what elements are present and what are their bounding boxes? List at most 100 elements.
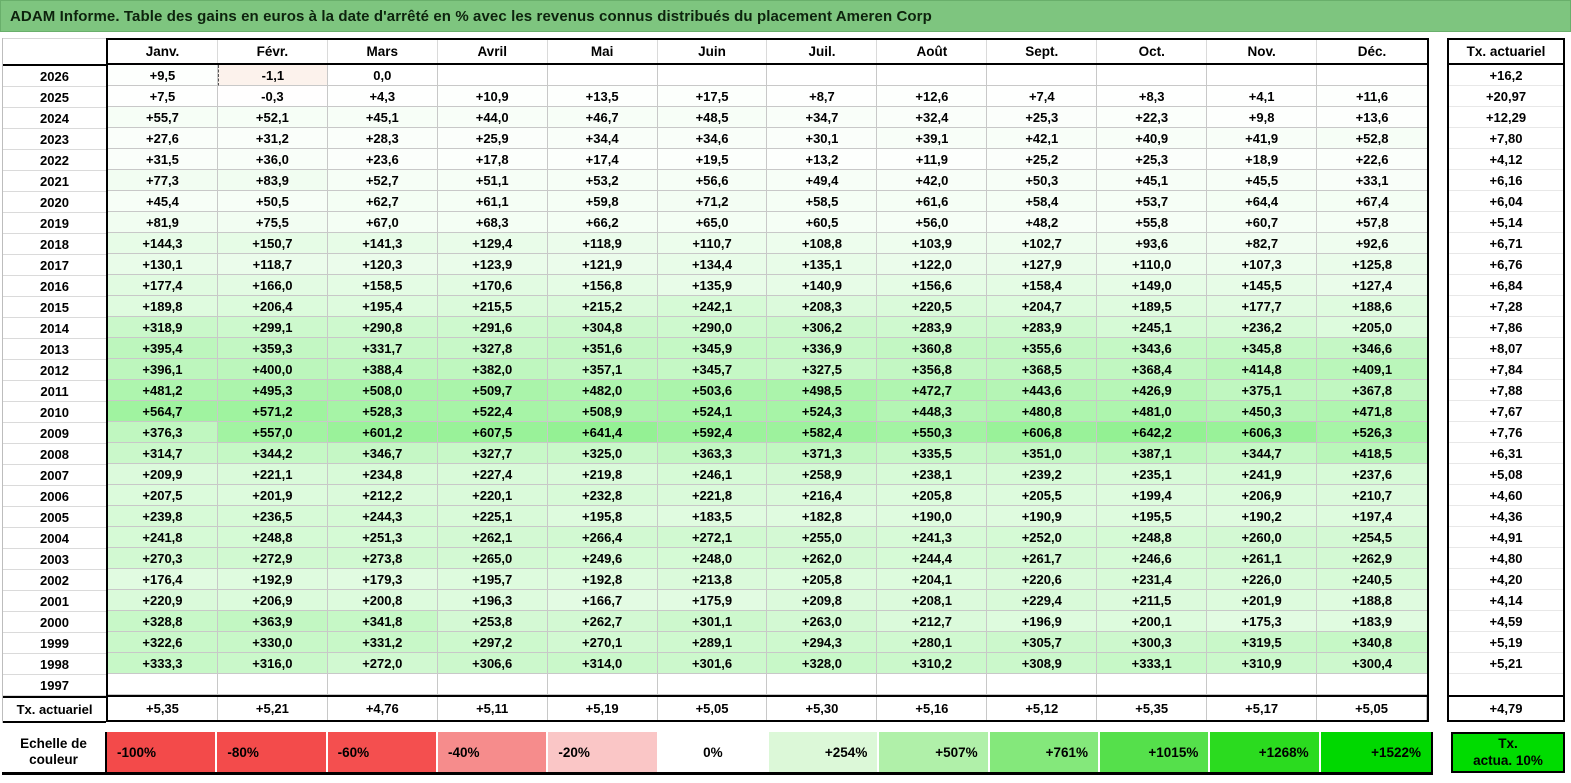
tx-actuariel-value[interactable]: +8,07 — [1449, 338, 1563, 359]
gain-cell[interactable]: -0,3 — [217, 86, 328, 107]
footer-rate-cell[interactable]: +5,35 — [1097, 697, 1208, 720]
gain-cell[interactable]: +53,2 — [547, 170, 658, 191]
gain-cell[interactable]: +205,8 — [877, 485, 988, 506]
gain-cell[interactable]: +27,6 — [108, 128, 218, 149]
gain-cell[interactable]: +18,9 — [1207, 149, 1318, 170]
gain-cell[interactable]: +190,0 — [877, 506, 988, 527]
gain-cell[interactable]: +351,0 — [987, 443, 1098, 464]
row-year-label[interactable]: 2022 — [3, 150, 106, 171]
gain-cell[interactable]: +149,0 — [1097, 275, 1208, 296]
gain-cell[interactable]: +244,3 — [327, 506, 438, 527]
gain-cell[interactable]: +66,2 — [547, 212, 658, 233]
gain-cell[interactable]: +236,2 — [1207, 317, 1318, 338]
row-year-label[interactable]: 2015 — [3, 297, 106, 318]
gain-cell[interactable]: +319,5 — [1207, 632, 1318, 653]
gain-cell[interactable]: +448,3 — [877, 401, 988, 422]
gain-cell[interactable]: +201,9 — [1207, 590, 1318, 611]
gain-cell[interactable]: +13,6 — [1317, 107, 1427, 128]
tx-actuariel-value[interactable] — [1449, 674, 1563, 695]
gain-cell[interactable]: +118,9 — [547, 233, 658, 254]
gain-cell[interactable]: +140,9 — [767, 275, 878, 296]
gain-cell[interactable]: +253,8 — [437, 611, 548, 632]
gain-cell[interactable]: +245,1 — [1097, 317, 1208, 338]
gain-cell[interactable]: +238,1 — [877, 464, 988, 485]
gain-cell[interactable]: +23,6 — [327, 149, 438, 170]
gain-cell[interactable]: +294,3 — [767, 632, 878, 653]
gain-cell[interactable]: +188,6 — [1317, 296, 1427, 317]
gain-cell[interactable]: +557,0 — [217, 422, 328, 443]
gain-cell[interactable]: +120,3 — [327, 254, 438, 275]
gain-cell[interactable]: +110,0 — [1097, 254, 1208, 275]
row-year-label[interactable]: 2002 — [3, 570, 106, 591]
tx-actuariel-value[interactable]: +4,12 — [1449, 149, 1563, 170]
gain-cell[interactable]: +526,3 — [1317, 422, 1427, 443]
gain-cell[interactable]: +331,2 — [327, 632, 438, 653]
gain-cell[interactable]: +175,9 — [657, 590, 768, 611]
row-year-label[interactable]: 2004 — [3, 528, 106, 549]
gain-cell[interactable]: +592,4 — [657, 422, 768, 443]
footer-rate-cell[interactable]: +5,21 — [217, 697, 328, 720]
gain-cell[interactable] — [108, 674, 218, 695]
gain-cell[interactable]: +48,5 — [657, 107, 768, 128]
gain-cell[interactable]: +375,1 — [1207, 380, 1318, 401]
gain-cell[interactable]: +344,2 — [217, 443, 328, 464]
legend-cell[interactable]: -100% — [107, 732, 218, 772]
gain-cell[interactable]: +262,1 — [437, 527, 548, 548]
month-header[interactable]: Juin — [658, 40, 768, 63]
gain-cell[interactable]: +376,3 — [108, 422, 218, 443]
footer-rate-cell[interactable]: +5,35 — [108, 697, 218, 720]
gain-cell[interactable]: +301,1 — [657, 611, 768, 632]
gain-cell[interactable]: +196,3 — [437, 590, 548, 611]
legend-cell[interactable]: +761% — [989, 732, 1100, 772]
tx-actuariel-value[interactable]: +6,84 — [1449, 275, 1563, 296]
footer-rate-cell[interactable]: +5,16 — [877, 697, 988, 720]
gain-cell[interactable]: +13,2 — [767, 149, 878, 170]
gain-cell[interactable]: +64,4 — [1207, 191, 1318, 212]
gain-cell[interactable]: +197,4 — [1317, 506, 1427, 527]
gain-cell[interactable]: +206,9 — [1207, 485, 1318, 506]
gain-cell[interactable]: +175,3 — [1207, 611, 1318, 632]
gain-cell[interactable]: 0,0 — [327, 65, 438, 86]
gain-cell[interactable]: +221,8 — [657, 485, 768, 506]
gain-cell[interactable]: +351,6 — [547, 338, 658, 359]
gain-cell[interactable]: +166,7 — [547, 590, 658, 611]
gain-cell[interactable]: +327,8 — [437, 338, 548, 359]
gain-cell[interactable]: +110,7 — [657, 233, 768, 254]
row-year-label[interactable]: 2007 — [3, 465, 106, 486]
gain-cell[interactable]: +210,7 — [1317, 485, 1427, 506]
gain-cell[interactable]: +219,8 — [547, 464, 658, 485]
gain-cell[interactable]: +641,4 — [547, 422, 658, 443]
gain-cell[interactable]: +508,0 — [327, 380, 438, 401]
gain-cell[interactable]: +82,7 — [1207, 233, 1318, 254]
gain-cell[interactable]: +606,8 — [987, 422, 1098, 443]
gain-cell[interactable]: +304,8 — [547, 317, 658, 338]
gain-cell[interactable]: +81,9 — [108, 212, 218, 233]
gain-cell[interactable]: +495,3 — [217, 380, 328, 401]
gain-cell[interactable]: +266,4 — [547, 527, 658, 548]
legend-cell[interactable]: -20% — [548, 732, 659, 772]
tx-actuariel-value[interactable]: +4,36 — [1449, 506, 1563, 527]
gain-cell[interactable]: +49,4 — [767, 170, 878, 191]
row-year-label[interactable]: 2025 — [3, 87, 106, 108]
gain-cell[interactable]: +52,8 — [1317, 128, 1427, 149]
gain-cell[interactable]: +189,5 — [1097, 296, 1208, 317]
gain-cell[interactable]: +360,8 — [877, 338, 988, 359]
gain-cell[interactable]: +343,6 — [1097, 338, 1208, 359]
gain-cell[interactable]: +418,5 — [1317, 443, 1427, 464]
tx-actuariel-value[interactable]: +12,29 — [1449, 107, 1563, 128]
gain-cell[interactable]: +183,9 — [1317, 611, 1427, 632]
gain-cell[interactable]: +480,8 — [987, 401, 1098, 422]
gain-cell[interactable]: +199,4 — [1097, 485, 1208, 506]
gain-cell[interactable]: +246,1 — [657, 464, 768, 485]
gain-cell[interactable]: +42,1 — [987, 128, 1098, 149]
gain-cell[interactable]: +316,0 — [217, 653, 328, 674]
gain-cell[interactable]: +371,3 — [767, 443, 878, 464]
gain-cell[interactable]: +283,9 — [877, 317, 988, 338]
gain-cell[interactable]: +481,0 — [1097, 401, 1208, 422]
gain-cell[interactable]: +341,8 — [327, 611, 438, 632]
gain-cell[interactable]: +129,4 — [437, 233, 548, 254]
gain-cell[interactable]: +13,5 — [547, 86, 658, 107]
gain-cell[interactable]: +344,7 — [1207, 443, 1318, 464]
row-year-label[interactable]: 2009 — [3, 423, 106, 444]
row-year-label[interactable]: 2013 — [3, 339, 106, 360]
